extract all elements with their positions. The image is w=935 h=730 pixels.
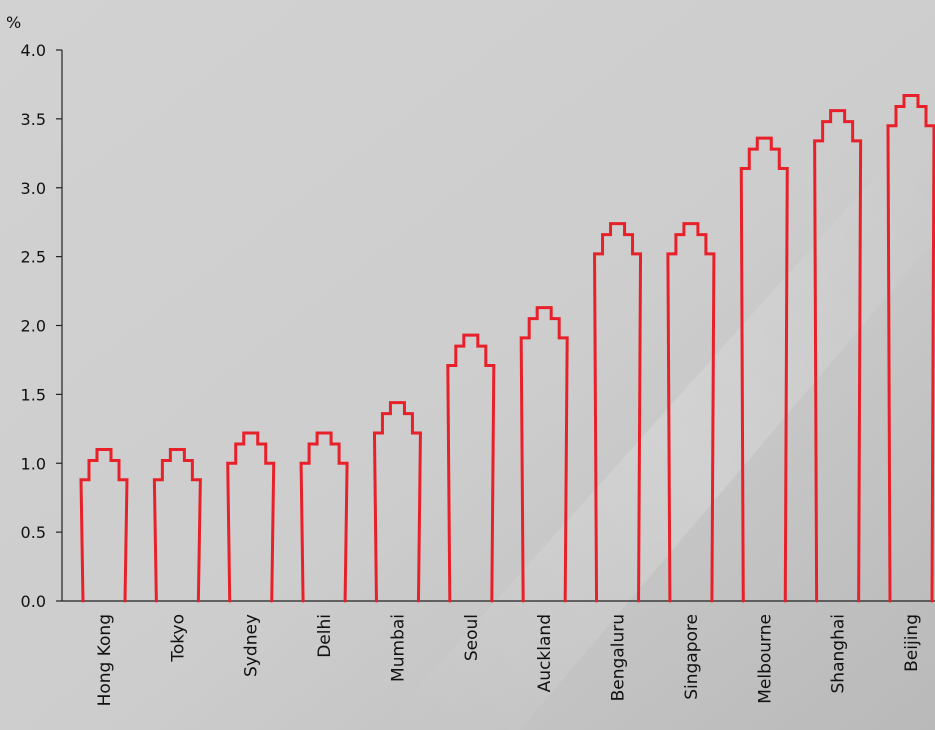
x-tick-label: Beijing <box>902 614 922 672</box>
x-tick-label: Delhi <box>315 614 335 658</box>
y-tick-label: 1.0 <box>21 454 46 473</box>
bar-hong-kong <box>79 447 129 603</box>
bar-seoul <box>446 333 496 603</box>
x-tick-label: Hong Kong <box>95 614 115 706</box>
x-axis-labels: Hong Kong Tokyo Sydney Delhi Mumbai Seoul Auck… <box>95 614 922 706</box>
x-tick-label: Singapore <box>682 614 702 700</box>
x-tick-label: Bengaluru <box>609 614 629 701</box>
bar-mumbai <box>372 401 422 603</box>
x-tick-label: Sydney <box>242 614 262 677</box>
y-tick-label: 2.0 <box>21 317 46 336</box>
x-tick-label: Shanghai <box>829 614 849 693</box>
bar-series <box>79 93 935 603</box>
x-tick-label: Melbourne <box>755 614 775 704</box>
y-tick-label: 0.5 <box>21 523 46 542</box>
bar-singapore <box>666 222 716 603</box>
bar-melbourne <box>739 136 789 603</box>
bar-shanghai <box>813 109 863 603</box>
bar-beijing <box>886 93 935 603</box>
bar-auckland <box>519 306 569 603</box>
background-texture-band <box>380 110 935 730</box>
x-tick-label: Auckland <box>535 614 555 692</box>
bar-bengaluru <box>593 222 643 603</box>
y-axis-unit-label: % <box>6 13 21 32</box>
x-tick-label: Tokyo <box>168 614 188 663</box>
y-tick-label: 3.5 <box>21 110 46 129</box>
bar-sydney <box>226 431 276 603</box>
x-tick-label: Mumbai <box>388 614 408 682</box>
bar-tokyo <box>152 447 202 603</box>
y-tick-label: 4.0 <box>21 41 46 60</box>
y-tick-label: 3.0 <box>21 179 46 198</box>
y-tick-label: 0.0 <box>21 592 46 611</box>
bar-delhi <box>299 431 349 603</box>
y-tick-label: 2.5 <box>21 248 46 267</box>
x-tick-label: Seoul <box>462 614 482 661</box>
y-axis: 0.0 0.5 1.0 1.5 2.0 2.5 3.0 3.5 4.0 <box>21 41 935 611</box>
y-tick-label: 1.5 <box>21 385 46 404</box>
